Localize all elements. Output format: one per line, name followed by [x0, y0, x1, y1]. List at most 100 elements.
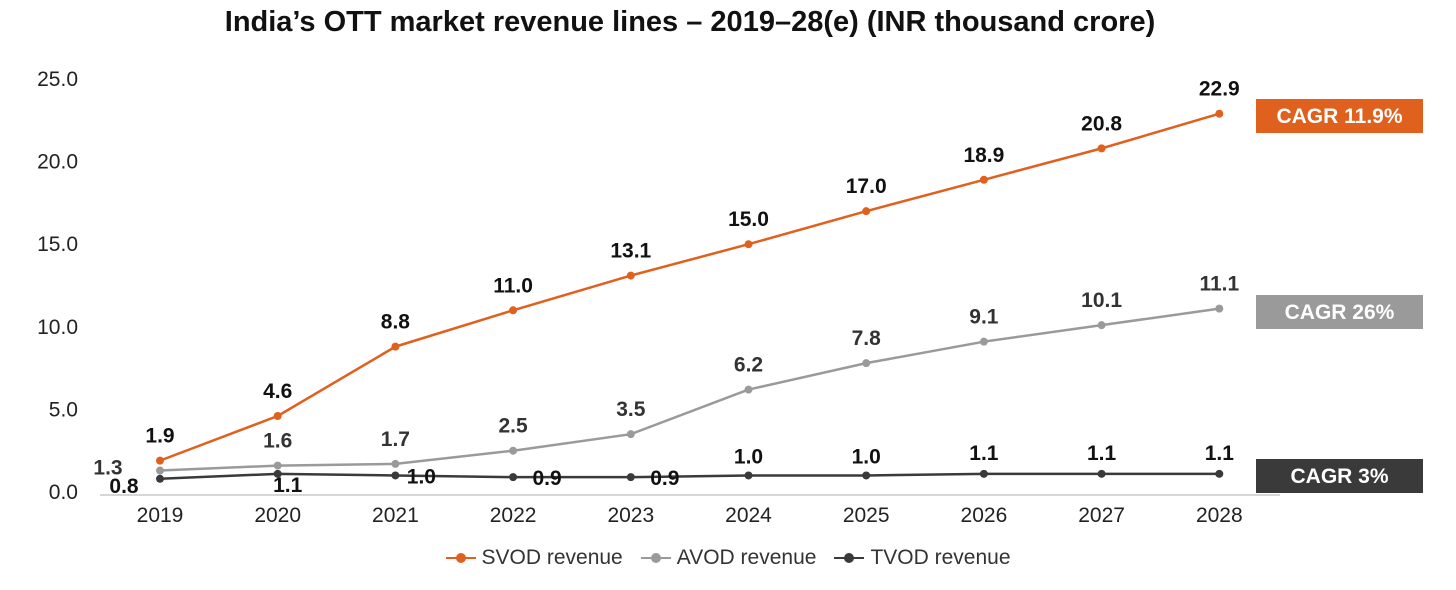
x-tick-label: 2020	[254, 504, 301, 527]
data-label: 17.0	[846, 175, 887, 198]
data-label: 0.9	[532, 467, 561, 490]
data-label: 1.9	[145, 425, 174, 448]
data-point	[156, 466, 164, 475]
legend-swatch-icon	[834, 552, 865, 564]
legend-label: AVOD revenue	[676, 546, 817, 569]
data-point	[391, 459, 400, 468]
data-label: 13.1	[610, 240, 651, 263]
series-line	[159, 307, 1220, 472]
y-tick-label: 15.0	[37, 233, 78, 256]
series-tvod-revenue: 0.8 1.1 1.0 0.9 0.9 1.0 1.0 1.1 1.1 1.1 CAGR 3%	[109, 442, 1423, 498]
x-tick-label: 2025	[843, 504, 890, 527]
x-tick-label: 2024	[725, 504, 772, 527]
x-tick-label: 2023	[607, 504, 654, 527]
data-point	[744, 385, 753, 394]
data-point	[862, 359, 871, 368]
data-point	[509, 473, 518, 482]
data-point	[862, 471, 871, 480]
data-label: 15.0	[728, 208, 769, 231]
data-point	[156, 474, 164, 483]
y-tick-label: 10.0	[37, 316, 78, 339]
data-label: 1.1	[1087, 442, 1117, 465]
data-label: 1.1	[969, 442, 999, 465]
data-label: 11.1	[1199, 273, 1239, 296]
legend-label: SVOD revenue	[481, 546, 623, 569]
legend-item: AVOD revenue	[640, 546, 817, 570]
cagr-badge	[1256, 459, 1423, 493]
data-point	[744, 240, 753, 249]
data-label: 10.1	[1081, 289, 1122, 312]
data-point	[391, 471, 400, 480]
data-point	[391, 342, 400, 351]
data-label: 2.5	[498, 415, 528, 438]
cagr-label: CAGR 26%	[1285, 301, 1395, 324]
data-label: 7.8	[852, 327, 882, 350]
data-point	[273, 412, 282, 421]
y-tick-label: 25.0	[37, 68, 78, 91]
series-avod-revenue: 1.3 1.6 1.7 2.5 3.5 6.2 7.8 9.1 10.1 11.1 CAGR 26%	[93, 273, 1423, 480]
series-svod-revenue: 1.9 4.6 8.8 11.0 13.1 15.0 17.0 18.9 20.8 22.9 CAG…	[145, 78, 1423, 465]
data-label: 1.0	[734, 445, 763, 468]
data-label: 20.8	[1081, 112, 1122, 135]
data-label: 1.0	[407, 465, 436, 488]
y-tick-label: 20.0	[37, 151, 78, 174]
data-point	[1097, 144, 1106, 153]
data-point	[626, 473, 635, 482]
data-label: 0.8	[109, 475, 139, 498]
data-point	[273, 461, 282, 470]
legend: SVOD revenue AVOD revenue TVOD revenue	[0, 546, 1456, 570]
data-point	[156, 456, 164, 465]
data-point	[273, 469, 282, 478]
data-label: 0.9	[650, 467, 679, 490]
legend-swatch-icon	[445, 552, 476, 564]
data-point	[626, 430, 635, 439]
data-point	[626, 271, 635, 280]
data-label: 11.0	[493, 274, 533, 297]
data-label: 18.9	[963, 144, 1004, 167]
data-point	[979, 337, 988, 346]
data-point	[979, 175, 988, 184]
data-label: 3.5	[616, 398, 646, 421]
x-tick-label: 2028	[1196, 504, 1243, 527]
data-point	[862, 207, 871, 216]
data-point	[744, 471, 753, 480]
data-label: 8.8	[381, 311, 411, 334]
data-label: 1.3	[93, 457, 122, 480]
legend-item: SVOD revenue	[445, 546, 623, 570]
cagr-badge	[1256, 99, 1423, 133]
data-point	[509, 306, 518, 315]
x-tick-label: 2022	[490, 504, 537, 527]
data-point	[1097, 469, 1106, 478]
data-point	[1215, 109, 1224, 118]
cagr-label: CAGR 11.9%	[1276, 105, 1402, 128]
y-tick-label: 0.0	[49, 481, 78, 504]
y-tick-label: 5.0	[49, 398, 78, 421]
data-point	[1097, 321, 1106, 330]
series-line	[159, 112, 1220, 462]
data-point	[1215, 304, 1224, 313]
data-label: 1.1	[273, 474, 303, 497]
data-label: 22.9	[1199, 78, 1240, 101]
x-tick-label: 2019	[137, 504, 184, 527]
data-label: 1.7	[381, 428, 410, 451]
legend-swatch-icon	[640, 552, 671, 564]
chart-title: India’s OTT market revenue lines – 2019–…	[224, 6, 1156, 38]
data-point	[979, 469, 988, 478]
legend-item: TVOD revenue	[834, 546, 1011, 570]
cagr-badge	[1256, 295, 1423, 329]
cagr-label: CAGR 3%	[1290, 465, 1388, 488]
x-tick-label: 2026	[961, 504, 1008, 527]
series-line	[159, 472, 1220, 481]
data-label: 9.1	[969, 306, 999, 329]
legend-label: TVOD revenue	[870, 546, 1011, 569]
data-label: 1.0	[852, 445, 881, 468]
data-label: 4.6	[263, 380, 292, 403]
x-tick-label: 2021	[372, 504, 419, 527]
data-label: 6.2	[734, 354, 763, 377]
data-label: 1.6	[263, 430, 292, 453]
data-label: 1.1	[1205, 442, 1235, 465]
x-tick-label: 2027	[1078, 504, 1125, 527]
data-point	[1215, 469, 1224, 478]
data-point	[509, 446, 518, 455]
